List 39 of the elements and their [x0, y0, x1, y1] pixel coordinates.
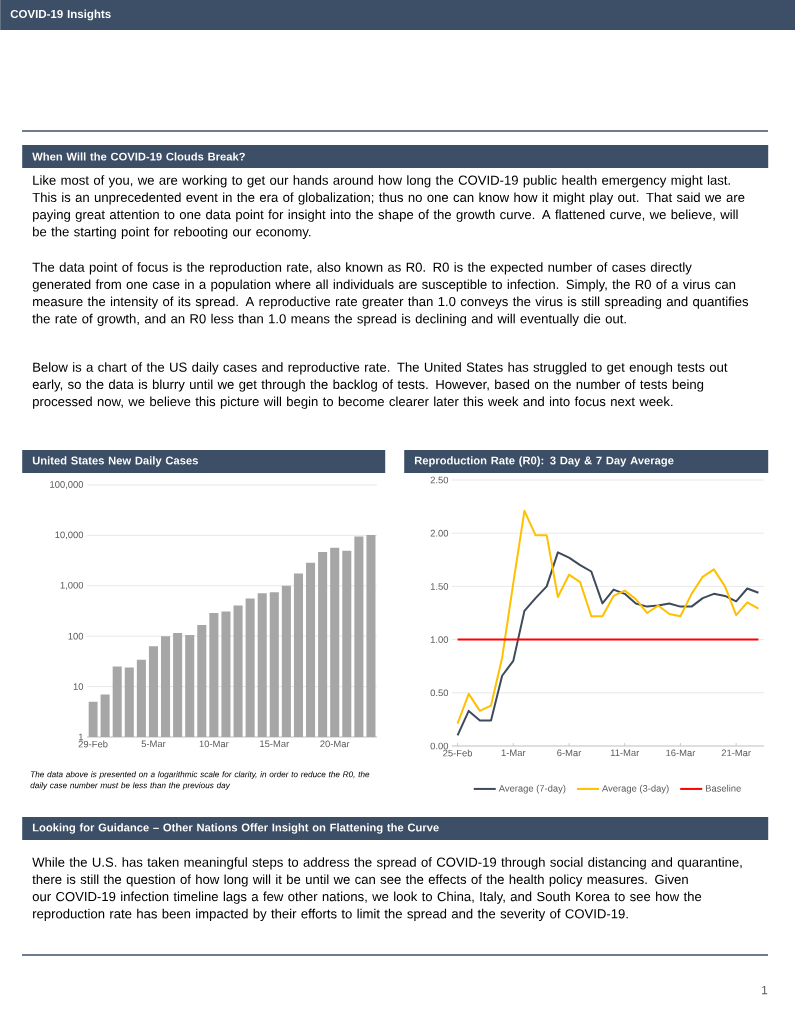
text: When Will the COVID-19 Clouds Break? [32, 152, 245, 161]
y-tick-label: 1 [78, 733, 84, 741]
x-tick-label: 1-Mar [501, 749, 526, 757]
y-tick-label: 2.00 [430, 529, 449, 537]
y-tick-label: 100 [68, 632, 84, 640]
text: The data above is presented on a logarithmic scale for clarity, in order to reduce the R0, the daily case number must be less than the previous day [30, 771, 370, 790]
x-tick-label: 11-Mar [610, 749, 640, 757]
text: The data point of focus is the reproduction rate, also known as R0. R0 is the expected number of cases directly generated from one case in a population where all individuals are susceptible to infection. Simply, the R0 of a virus can measure the intensity of its spread. A reproductive rate greater than 1.0 conveys the virus is still spreading and quantifies the rate of growth, and an R0 less than 1.0 means the spread is declining and will eventually die out. [32, 262, 749, 326]
text: Like most of you, we are working to get our hands around how long the COVID-19 public health emergency might last. This is an unprecedented event in the era of globalization; thus no one can know how it might play out. That said we are paying great attention to one data point for insight into the shape of the growth curve. A flattened curve, we believe, will be the starting point for rebooting our economy. [32, 175, 745, 239]
x-tick-label: 29-Feb [78, 740, 108, 748]
y-tick-label: 10 [73, 683, 84, 690]
line-series [456, 551, 760, 737]
x-tick-label: 15-Mar [260, 740, 290, 748]
chart-title: Looking for Guidance – Other Nations Offer Insight on Flattening the Curve [32, 823, 439, 834]
chart-title: Reproduction Rate (R0): 3 Day & 7 Day Average [414, 456, 674, 467]
y-tick-label: 2.50 [430, 476, 449, 484]
y-tick-label: 0.00 [430, 742, 449, 750]
x-tick-label: 6-Mar [557, 749, 582, 757]
chart-title: United States New Daily Cases [32, 456, 198, 467]
y-tick-label: 0.50 [430, 689, 449, 697]
legend-label: Average (3-day) [601, 784, 669, 794]
y-tick-label: 10,000 [55, 531, 84, 540]
x-tick-label: 25-Feb [443, 749, 473, 757]
legend-label: Average (7-day) [498, 784, 566, 794]
chart-title: COVID-19 Insights [10, 9, 111, 21]
legend-label: Baseline [705, 784, 741, 792]
x-tick-label: 5-Mar [141, 740, 166, 748]
line-series [456, 509, 760, 725]
y-tick-label: 1.50 [430, 583, 449, 590]
text: While the U.S. has taken meaningful steps to address the spread of COVID-19 through social distancing and quarantine, there is still the question of how long will it be until we can see the effects of the health policy measures. Given our COVID-19 infection timeline lags a few other nations, we look to China, Italy, and South Korea to see how the reproduction rate has been impacted by their efforts to limit the spread and the severity of COVID-19. [32, 857, 742, 921]
x-tick-label: 16-Mar [666, 749, 696, 757]
x-tick-label: 21-Mar [721, 749, 751, 757]
y-tick-label: 100,000 [50, 481, 84, 489]
x-tick-label: 20-Mar [320, 740, 350, 748]
y-tick-label: 1,000 [60, 581, 84, 590]
y-tick-label: 1.00 [430, 636, 449, 643]
text: 1 [762, 985, 768, 995]
text: Below is a chart of the US daily cases and reproductive rate. The United States has struggled to get enough tests out early, so the data is blurry until we get through the backlog of tests. However, based on the number of tests being processed now, we believe this picture will begin to become clearer later this week and into focus next week. [32, 362, 728, 409]
x-tick-label: 10-Mar [199, 740, 229, 748]
